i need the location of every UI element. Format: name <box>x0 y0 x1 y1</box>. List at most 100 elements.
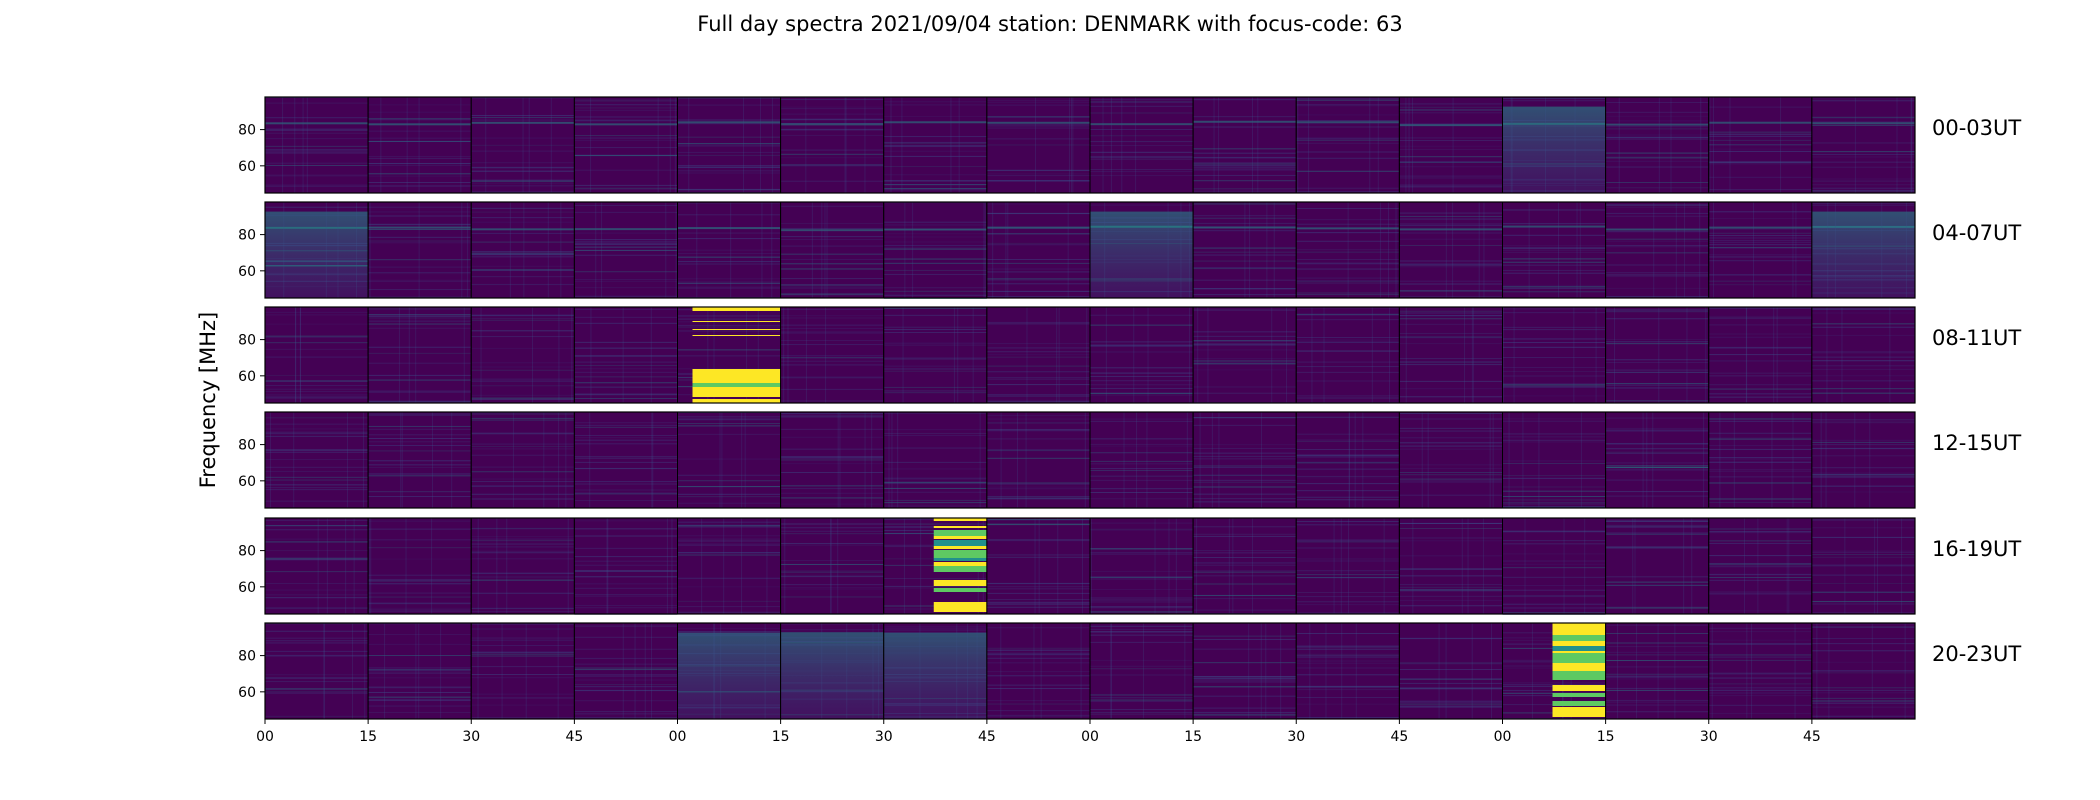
y-tick-label: 80 <box>238 649 256 665</box>
y-tick-label: 80 <box>238 228 256 244</box>
y-tick-label: 60 <box>238 369 256 385</box>
spectrum-panel <box>677 622 782 720</box>
row-label: 12-15UT <box>1932 431 2021 455</box>
spectrum-panel <box>367 517 472 615</box>
spectrum-panel <box>1295 96 1400 194</box>
spectrum-panel <box>780 622 885 720</box>
x-tick-label: 00 <box>256 729 274 745</box>
spectrum-panel <box>1398 411 1503 509</box>
spectrum-panel <box>1811 411 1916 509</box>
row-12-15UT: 80 60 12-15UT <box>238 411 2021 509</box>
spectrum-panel <box>470 411 575 509</box>
spectrum-panel <box>573 411 678 509</box>
spectrum-panel <box>883 411 988 509</box>
spectrum-panel <box>367 306 472 404</box>
spectrum-panel <box>264 517 369 615</box>
spectrum-panel <box>470 622 575 720</box>
spectrum-panel <box>780 201 885 299</box>
spectrum-panel <box>986 517 1091 615</box>
row-label: 20-23UT <box>1932 642 2021 666</box>
spectrum-panel <box>1605 96 1710 194</box>
spectrum-panel <box>780 96 885 194</box>
spectrum-panel <box>264 306 369 404</box>
spectrum-panel <box>883 517 988 615</box>
spectrum-panel <box>1398 517 1503 615</box>
spectrum-panel <box>573 96 678 194</box>
row-00-03UT: 80 60 00-03UT <box>238 96 2021 194</box>
row-label: 08-11UT <box>1932 326 2021 350</box>
spectrum-panel <box>264 96 369 194</box>
x-tick-label: 15 <box>359 729 377 745</box>
spectrum-panel <box>1605 201 1710 299</box>
spectrum-panel <box>1089 201 1194 299</box>
y-tick-label: 80 <box>238 333 256 349</box>
spectrum-panel <box>573 622 678 720</box>
spectrum-panel <box>1192 201 1297 299</box>
y-tick-label: 60 <box>238 685 256 701</box>
x-tick-label: 45 <box>565 729 583 745</box>
y-tick-label: 60 <box>238 264 256 280</box>
spectrum-panel <box>1295 411 1400 509</box>
x-tick-label: 15 <box>1597 729 1615 745</box>
spectrum-panel <box>883 306 988 404</box>
spectrum-panel <box>1502 96 1607 194</box>
spectrum-panel <box>1605 306 1710 404</box>
spectrum-panel <box>1398 201 1503 299</box>
spectrum-panel <box>1089 517 1194 615</box>
spectrum-panel <box>1089 411 1194 509</box>
spectrum-panel <box>470 201 575 299</box>
spectrum-panel <box>1811 306 1916 404</box>
spectrum-panel <box>677 411 782 509</box>
spectrum-panel <box>1708 96 1813 194</box>
spectrum-panel <box>883 201 988 299</box>
spectrum-panel <box>1192 411 1297 509</box>
y-tick-label: 60 <box>238 474 256 490</box>
spectrum-panel <box>1192 306 1297 404</box>
row-label: 04-07UT <box>1932 221 2021 245</box>
spectrum-panel <box>780 517 885 615</box>
x-tick-label: 45 <box>1390 729 1408 745</box>
spectrum-panel <box>264 411 369 509</box>
spectrum-panel <box>1398 306 1503 404</box>
spectrum-panel <box>367 411 472 509</box>
y-tick-label: 60 <box>238 580 256 596</box>
spectrum-panel <box>1708 201 1813 299</box>
spectrum-panel <box>986 622 1091 720</box>
spectrum-panel <box>1811 96 1916 194</box>
spectrum-panel <box>1811 622 1916 720</box>
spectrum-panel <box>1708 306 1813 404</box>
spectrum-panel <box>1295 517 1400 615</box>
spectrum-panel <box>986 306 1091 404</box>
x-tick-label: 00 <box>669 729 687 745</box>
spectrum-panel <box>677 517 782 615</box>
x-tick-label: 15 <box>1184 729 1202 745</box>
spectrum-panel <box>1192 517 1297 615</box>
row-20-23UT: 80 60 20-23UT <box>238 622 2021 720</box>
y-tick-label: 80 <box>238 123 256 139</box>
spectrum-panel <box>470 517 575 615</box>
spectrum-panel <box>573 306 678 404</box>
spectrum-panel <box>883 96 988 194</box>
x-tick-label: 30 <box>875 729 893 745</box>
spectrum-panel <box>1295 306 1400 404</box>
row-08-11UT: 80 60 08-11UT <box>238 306 2021 404</box>
x-tick-label: 00 <box>1081 729 1099 745</box>
x-tick-label: 45 <box>978 729 996 745</box>
spectrum-panel <box>1708 411 1813 509</box>
spectrum-panel <box>367 201 472 299</box>
spectrum-panel <box>677 201 782 299</box>
spectrum-panel <box>1502 201 1607 299</box>
spectrum-panel <box>1295 201 1400 299</box>
x-tick-label: 45 <box>1803 729 1821 745</box>
spectrum-panel <box>883 622 988 720</box>
spectrum-panel <box>1502 622 1607 720</box>
y-tick-label: 80 <box>238 438 256 454</box>
spectrum-panel <box>1605 517 1710 615</box>
spectrum-panel <box>1192 96 1297 194</box>
x-tick-label: 15 <box>772 729 790 745</box>
spectrum-panel <box>264 201 369 299</box>
row-16-19UT: 80 60 16-19UT <box>238 517 2021 615</box>
spectrum-panel <box>677 96 782 194</box>
spectrum-panel <box>1811 201 1916 299</box>
